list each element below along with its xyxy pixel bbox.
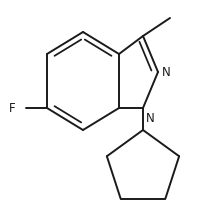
Text: N: N (146, 112, 155, 125)
Text: F: F (9, 101, 15, 114)
Text: N: N (162, 65, 171, 79)
